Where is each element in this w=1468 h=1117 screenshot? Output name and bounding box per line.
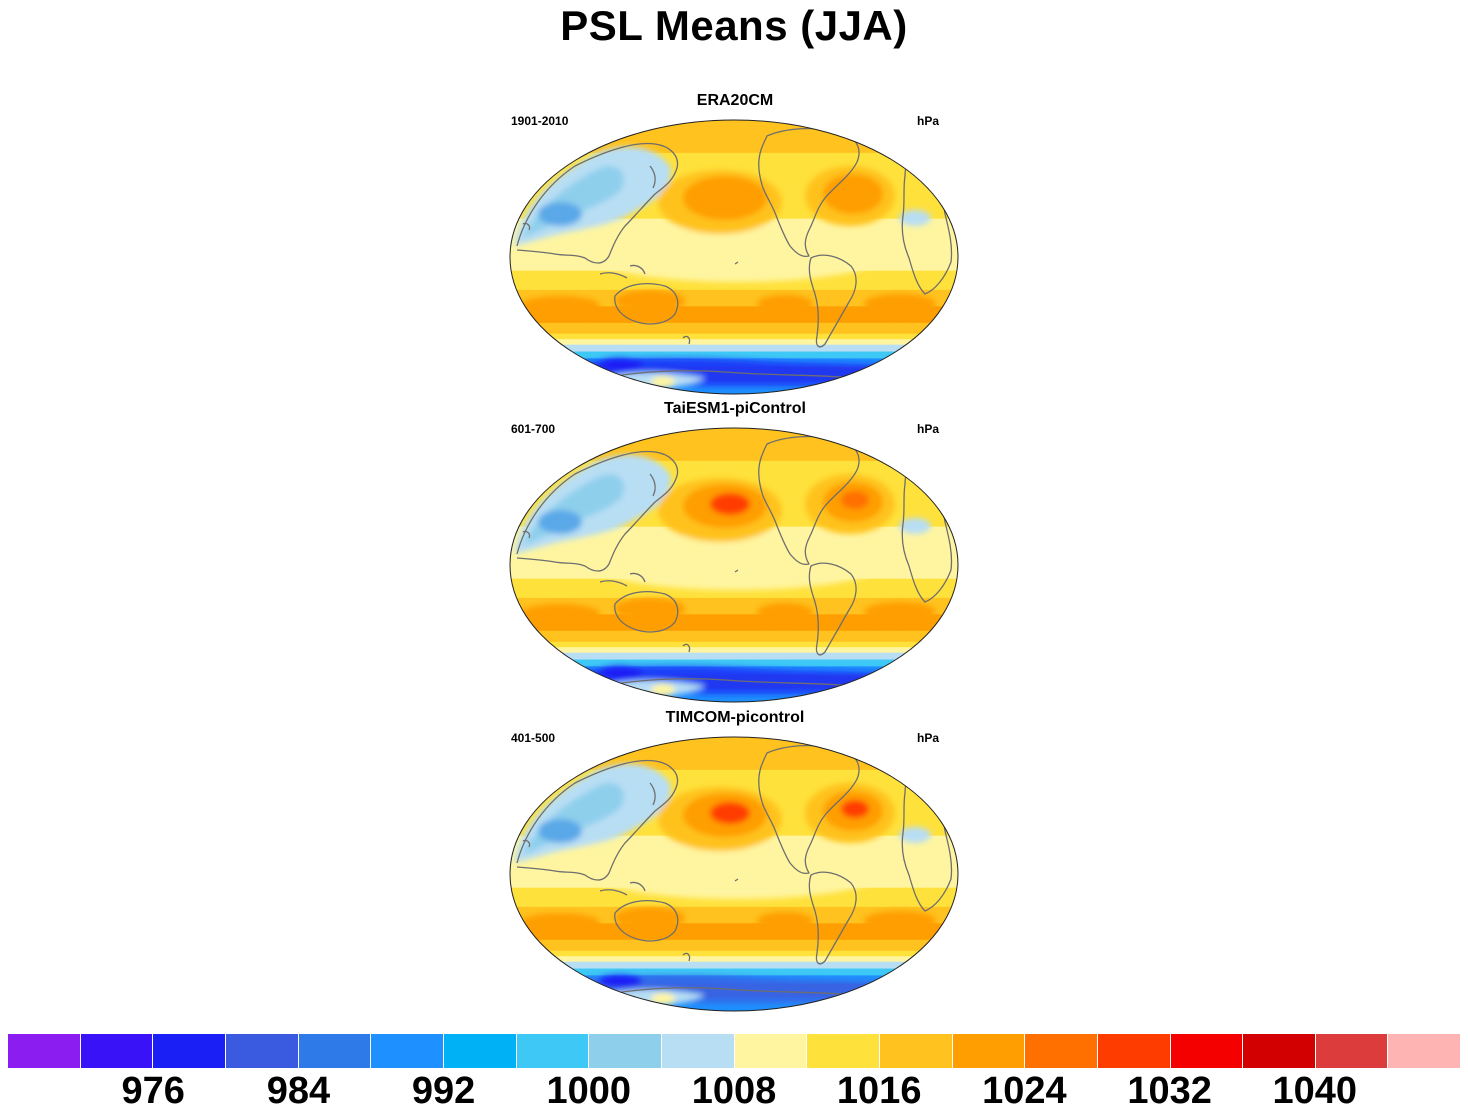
map-panel-timcom: TIMCOM-picontrol 401-500 hPa [505, 709, 965, 1012]
map-panel-era20cm: ERA20CM 1901-2010 hPa [505, 92, 965, 395]
colorbar-box [806, 1034, 879, 1068]
panel-period: 401-500 [511, 731, 556, 745]
colorbar-box [1096, 1034, 1170, 1068]
colorbar-box [1314, 1034, 1388, 1068]
panel-title: TIMCOM-picontrol [665, 709, 805, 726]
colorbar-tick-label: 1024 [982, 1070, 1067, 1112]
colorbar-box [1387, 1034, 1461, 1068]
colorbar-box [152, 1034, 225, 1068]
colorbar-tick-label: 992 [411, 1070, 476, 1112]
colorbar-box [515, 1034, 589, 1068]
colorbar-box [1169, 1034, 1243, 1068]
colorbar-labels: 976 984 992 1000 1008 1016 1024 1032 1040 [8, 1070, 1460, 1116]
panel-title: ERA20CM [696, 92, 774, 109]
colorbar-tick-label: 984 [266, 1070, 331, 1112]
colorbar-box [370, 1034, 443, 1068]
colorbar-tick-label: 1016 [836, 1070, 922, 1112]
panel-units: hPa [916, 422, 939, 436]
colorbar-box [297, 1034, 371, 1068]
map-outline [509, 119, 959, 395]
colorbar-box [79, 1034, 153, 1068]
colorbar-box [951, 1034, 1025, 1068]
colorbar-box [8, 1034, 80, 1068]
panel-units: hPa [916, 731, 939, 745]
panel-units: hPa [916, 114, 939, 128]
colorbar-box [224, 1034, 298, 1068]
colorbar-tick-label: 1032 [1127, 1070, 1212, 1112]
map-panel-taiesm1: TaiESM1-piControl 601-700 hPa [505, 400, 965, 703]
page-title: PSL Means (JJA) [560, 2, 908, 49]
colorbar-tick-label: 1000 [546, 1070, 632, 1112]
panel-period: 601-700 [511, 422, 556, 436]
colorbar-box [588, 1034, 661, 1068]
map-plot [509, 119, 959, 395]
panel-period: 1901-2010 [511, 114, 569, 128]
colorbar-tick-label: 976 [121, 1070, 185, 1112]
map-plot [509, 427, 959, 703]
map-plot [509, 736, 959, 1012]
colorbar-box [442, 1034, 516, 1068]
map-outline [509, 427, 959, 703]
colorbar-tick-label: 1008 [691, 1070, 777, 1112]
colorbar-box [1242, 1034, 1315, 1068]
colorbar-tick-label: 1040 [1272, 1070, 1358, 1112]
colorbar-box [878, 1034, 952, 1068]
map-outline [509, 736, 959, 1012]
colorbar-box [660, 1034, 734, 1068]
pressure-field [510, 120, 958, 394]
colorbar [8, 1034, 1461, 1068]
colorbar-box [1024, 1034, 1097, 1068]
panel-title: TaiESM1-piControl [664, 400, 806, 417]
colorbar-box [733, 1034, 807, 1068]
